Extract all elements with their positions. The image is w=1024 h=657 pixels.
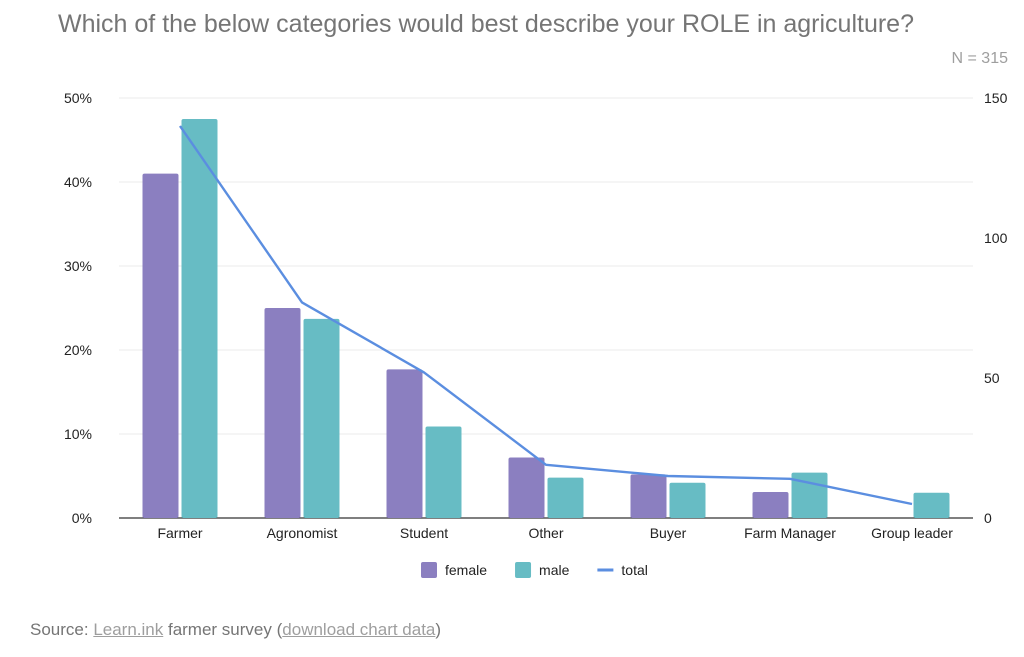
y-right-tick-label: 150	[984, 90, 1008, 106]
male-legend-label: male	[539, 562, 570, 578]
y-left-tick-label: 0%	[72, 510, 92, 526]
y-left-tick-label: 30%	[64, 258, 92, 274]
bars	[142, 119, 950, 518]
download-chart-data-link[interactable]: download chart data	[282, 620, 436, 639]
x-tick-label: Other	[528, 525, 563, 541]
female-legend-label: female	[445, 562, 487, 578]
x-tick-label: Farm Manager	[744, 525, 836, 541]
female-legend-swatch	[421, 562, 437, 578]
male-bar	[547, 477, 584, 518]
y-right-tick-label: 0	[984, 510, 992, 526]
gridlines	[119, 97, 973, 519]
male-bar	[425, 426, 462, 518]
female-bar	[508, 457, 545, 518]
male-bar	[303, 318, 340, 518]
source-suffix: )	[435, 620, 442, 639]
female-bar	[752, 491, 789, 518]
total-legend-label: total	[621, 562, 647, 578]
sample-size-label: N = 315	[951, 50, 1008, 67]
chart-title: Which of the below categories would best…	[58, 10, 914, 38]
y-right-tick-label: 100	[984, 230, 1008, 246]
source-note: Source: Learn.ink farmer survey (downloa…	[30, 620, 441, 640]
male-bar	[913, 492, 950, 518]
female-bar	[630, 474, 667, 518]
y-left-tick-label: 40%	[64, 174, 92, 190]
x-tick-label: Group leader	[871, 525, 953, 541]
total-line	[179, 125, 913, 506]
chart: 0% 10% 20% 30% 40% 50% 0 50 100 150 Farmer Agronomi…	[64, 90, 1008, 578]
x-tick-label: Student	[400, 525, 448, 541]
y-left-tick-label: 20%	[64, 342, 92, 358]
male-bar	[181, 119, 218, 518]
y-left-tick-label: 50%	[64, 90, 92, 106]
y-left-tick-label: 10%	[64, 426, 92, 442]
source-middle: farmer survey (	[163, 620, 283, 639]
x-tick-label: Buyer	[650, 525, 687, 541]
legend: female male total	[421, 562, 648, 578]
y-right-tick-label: 50	[984, 370, 1000, 386]
female-bar	[142, 173, 179, 518]
x-tick-label: Farmer	[157, 525, 202, 541]
x-tick-label: Agronomist	[267, 525, 338, 541]
male-legend-swatch	[515, 562, 532, 578]
male-bar	[669, 482, 706, 518]
source-prefix: Source:	[30, 620, 94, 639]
female-bar	[386, 369, 423, 518]
female-bar	[264, 308, 301, 518]
axis-ticks: 0% 10% 20% 30% 40% 50% 0 50 100 150 Farmer Agronomi…	[64, 90, 1008, 541]
learn-ink-link[interactable]: Learn.ink	[93, 620, 164, 639]
total-line	[179, 125, 913, 506]
